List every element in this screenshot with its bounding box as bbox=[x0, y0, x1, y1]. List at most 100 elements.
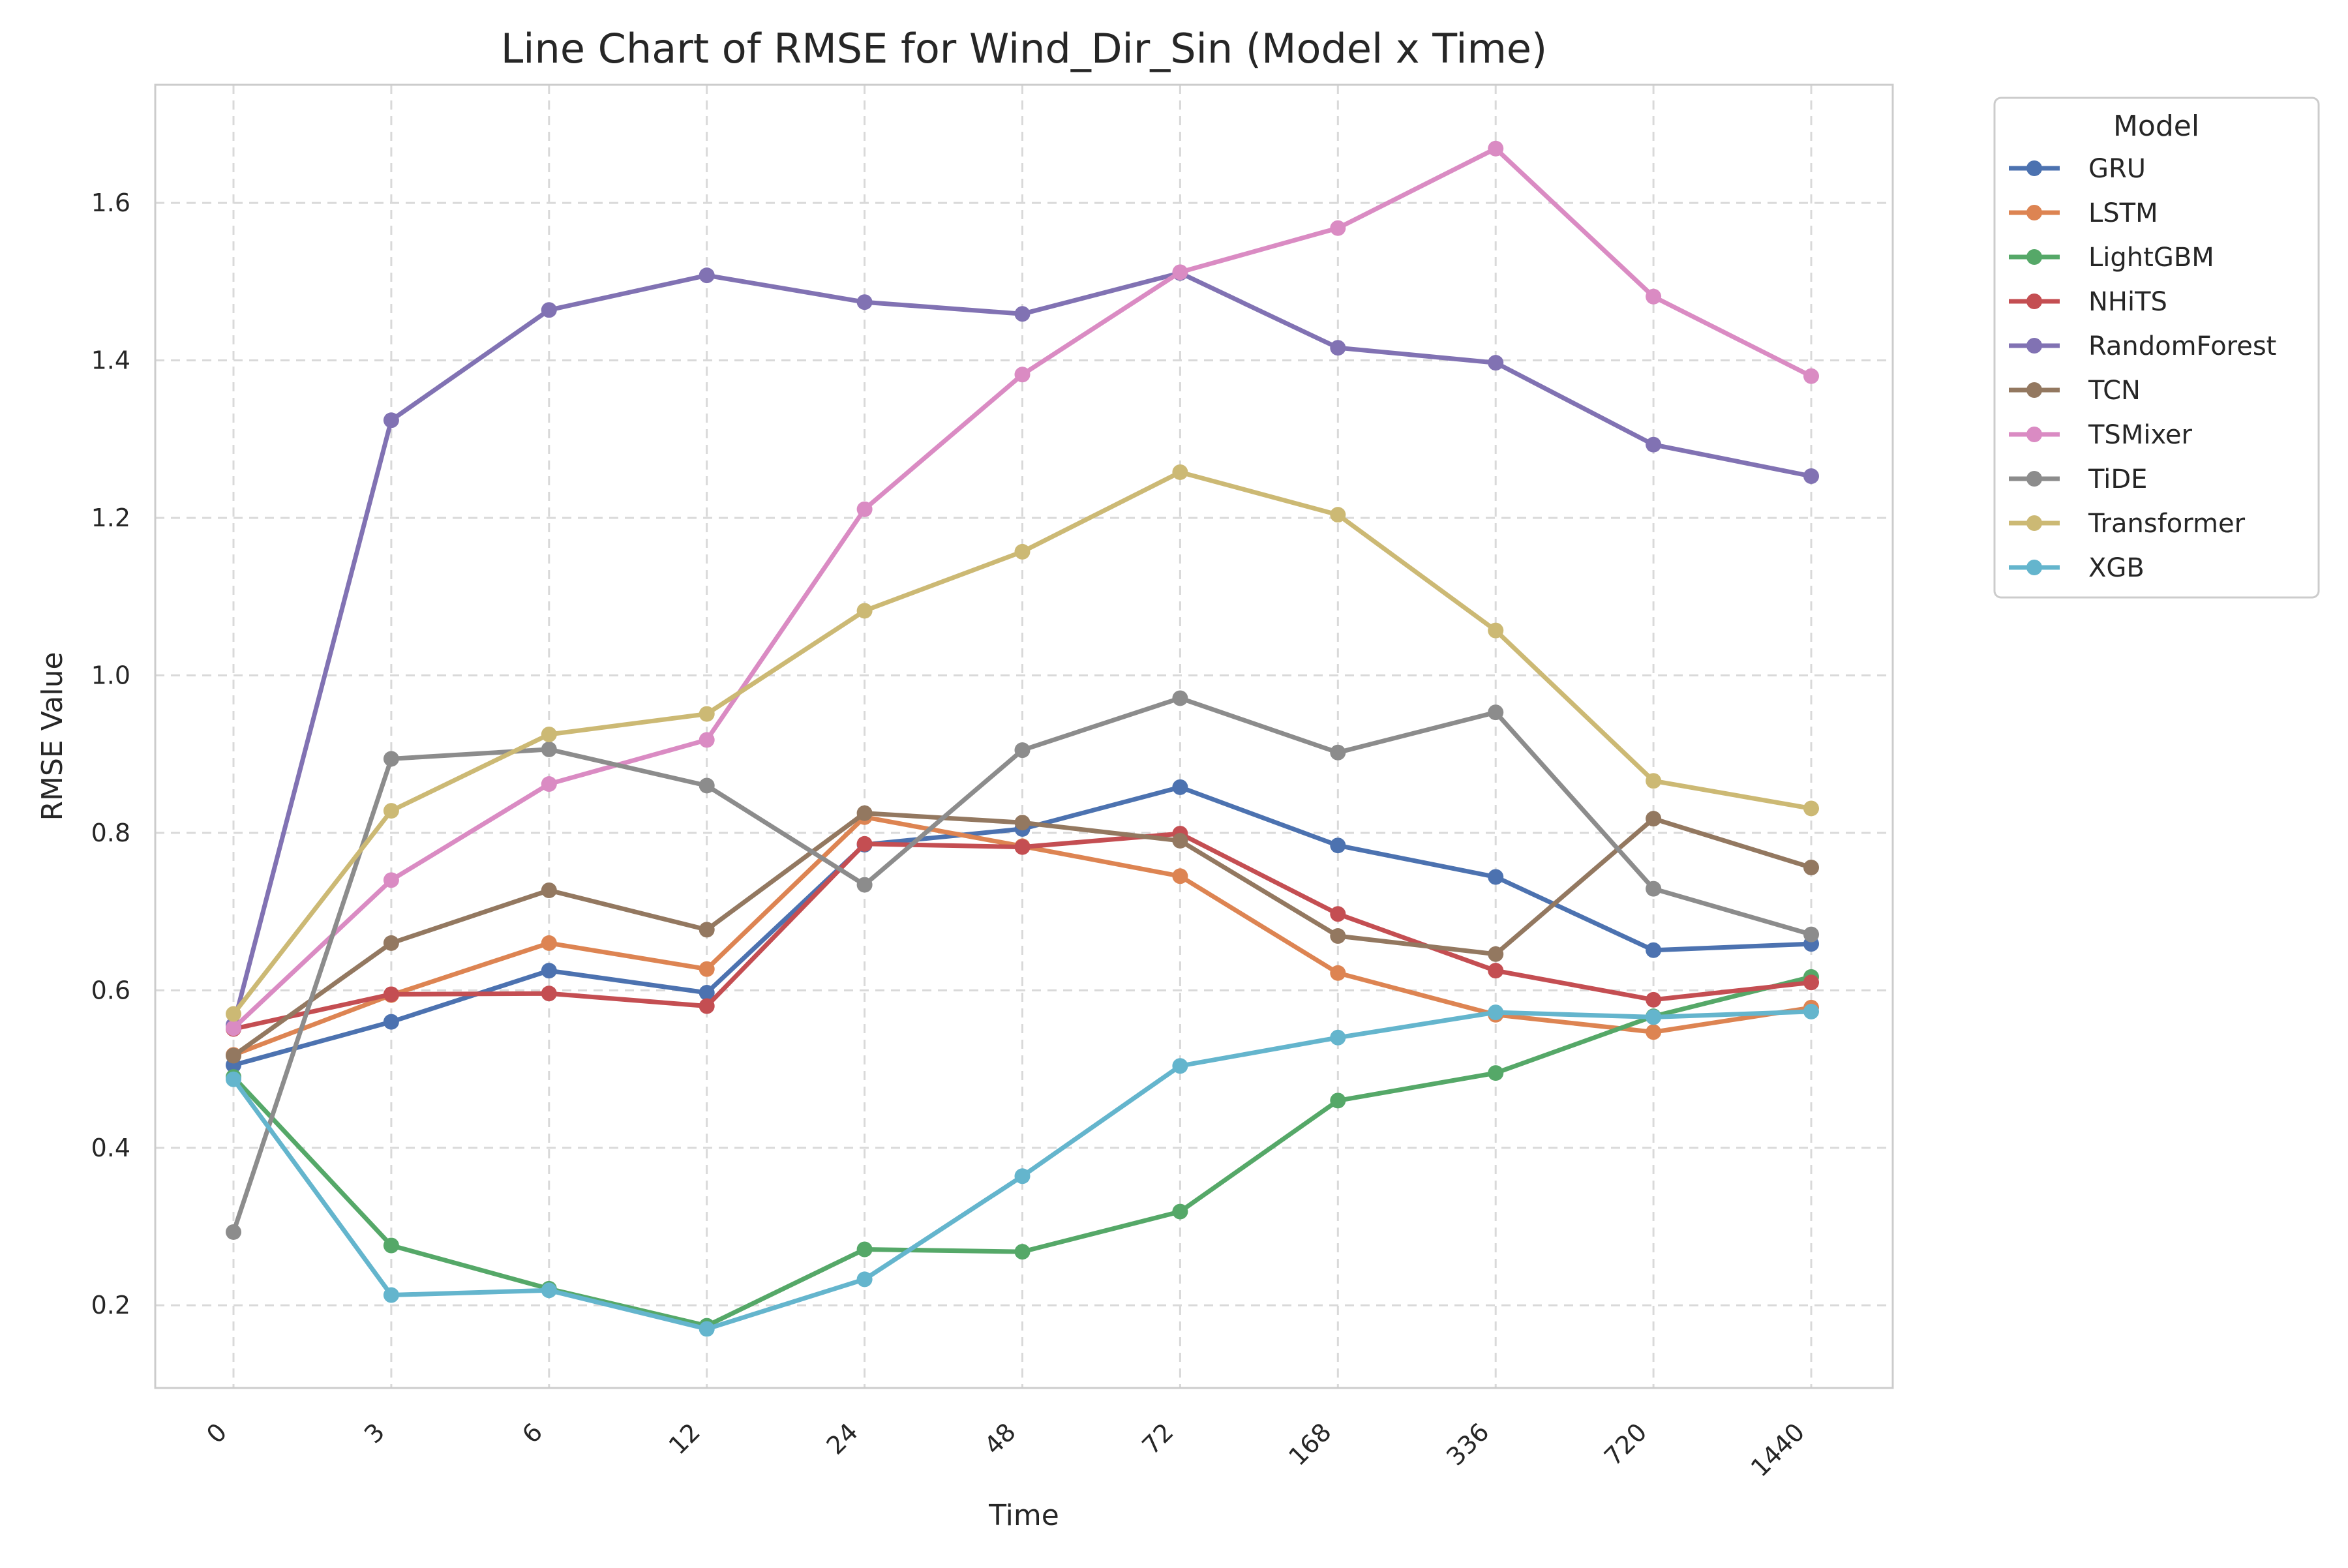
legend-label: GRU bbox=[2088, 154, 2146, 184]
legend-label: RandomForest bbox=[2088, 331, 2276, 361]
data-point bbox=[1172, 868, 1188, 884]
data-point bbox=[541, 776, 557, 792]
data-point bbox=[541, 963, 557, 978]
legend-label: LightGBM bbox=[2088, 243, 2214, 273]
data-point bbox=[1488, 963, 1503, 978]
data-point bbox=[857, 1242, 873, 1258]
data-point bbox=[1015, 306, 1031, 322]
data-point bbox=[1015, 742, 1031, 758]
data-point bbox=[384, 803, 399, 819]
data-point bbox=[1488, 946, 1503, 962]
data-point bbox=[1172, 779, 1188, 795]
y-tick-label: 0.4 bbox=[91, 1134, 130, 1162]
data-point bbox=[1330, 1093, 1346, 1108]
data-point bbox=[699, 998, 715, 1014]
data-point bbox=[1330, 928, 1346, 944]
legend-label: LSTM bbox=[2088, 198, 2158, 228]
data-point bbox=[1330, 1030, 1346, 1046]
y-tick-label: 1.6 bbox=[91, 188, 130, 217]
data-point bbox=[1646, 773, 1661, 789]
data-point bbox=[1646, 1009, 1661, 1025]
data-point bbox=[1172, 833, 1188, 849]
data-point bbox=[699, 706, 715, 722]
data-point bbox=[1803, 974, 1819, 990]
data-point bbox=[699, 267, 715, 283]
data-point bbox=[1015, 815, 1031, 830]
data-point bbox=[384, 1014, 399, 1030]
legend-swatch-marker bbox=[2026, 427, 2042, 442]
legend: Model GRULSTMLightGBMNHiTSRandomForestTC… bbox=[1994, 98, 2319, 597]
data-point bbox=[1488, 1004, 1503, 1020]
y-tick-label: 0.8 bbox=[91, 819, 130, 847]
legend-label: Transformer bbox=[2088, 509, 2246, 539]
data-point bbox=[1330, 220, 1346, 236]
data-point bbox=[857, 836, 873, 852]
legend-swatch-marker bbox=[2026, 382, 2042, 398]
data-point bbox=[384, 1237, 399, 1253]
data-point bbox=[384, 1288, 399, 1303]
data-point bbox=[226, 1072, 241, 1087]
data-point bbox=[226, 1224, 241, 1240]
data-point bbox=[1172, 690, 1188, 706]
data-point bbox=[384, 935, 399, 951]
y-tick-label: 0.6 bbox=[91, 976, 130, 1004]
chart-title: Line Chart of RMSE for Wind_Dir_Sin (Mod… bbox=[501, 25, 1547, 72]
data-point bbox=[1015, 1168, 1031, 1184]
data-point bbox=[384, 751, 399, 766]
data-point bbox=[1488, 141, 1503, 157]
data-point bbox=[541, 986, 557, 1001]
legend-label: NHiTS bbox=[2088, 287, 2167, 317]
data-point bbox=[1646, 881, 1661, 897]
legend-swatch-marker bbox=[2026, 205, 2042, 220]
data-point bbox=[1646, 992, 1661, 1008]
legend-swatch-marker bbox=[2026, 294, 2042, 309]
data-point bbox=[384, 412, 399, 428]
data-point bbox=[1646, 811, 1661, 826]
legend-label: TCN bbox=[2088, 376, 2141, 406]
data-point bbox=[1330, 965, 1346, 981]
data-point bbox=[1015, 367, 1031, 382]
data-point bbox=[1488, 355, 1503, 370]
data-point bbox=[1646, 942, 1661, 958]
data-point bbox=[541, 302, 557, 318]
data-point bbox=[857, 877, 873, 893]
data-point bbox=[1172, 1204, 1188, 1220]
legend-swatch-marker bbox=[2026, 338, 2042, 354]
data-point bbox=[1646, 1024, 1661, 1040]
data-point bbox=[541, 1282, 557, 1298]
data-point bbox=[1803, 1004, 1819, 1019]
data-point bbox=[1803, 800, 1819, 816]
y-axis-label: RMSE Value bbox=[36, 652, 69, 821]
data-point bbox=[699, 732, 715, 747]
data-point bbox=[541, 727, 557, 742]
legend-swatch-marker bbox=[2026, 249, 2042, 265]
y-tick-label: 1.4 bbox=[91, 346, 130, 375]
legend-label: TiDE bbox=[2088, 464, 2147, 494]
data-point bbox=[1330, 745, 1346, 761]
data-point bbox=[1488, 623, 1503, 639]
data-point bbox=[1803, 468, 1819, 484]
data-point bbox=[541, 882, 557, 898]
data-point bbox=[384, 986, 399, 1002]
data-point bbox=[1330, 837, 1346, 853]
data-point bbox=[1488, 869, 1503, 884]
y-tick-label: 1.0 bbox=[91, 661, 130, 689]
data-point bbox=[699, 922, 715, 937]
legend-swatch-marker bbox=[2026, 515, 2042, 531]
legend-swatch-marker bbox=[2026, 560, 2042, 575]
data-point bbox=[1488, 1065, 1503, 1081]
legend-label: TSMixer bbox=[2088, 420, 2193, 450]
data-point bbox=[1330, 507, 1346, 522]
data-point bbox=[1646, 437, 1661, 453]
data-point bbox=[1803, 369, 1819, 384]
data-point bbox=[1803, 927, 1819, 942]
y-tick-label: 1.2 bbox=[91, 504, 130, 532]
y-tick-label: 0.2 bbox=[91, 1291, 130, 1319]
data-point bbox=[699, 777, 715, 793]
data-point bbox=[541, 935, 557, 951]
data-point bbox=[1172, 464, 1188, 480]
legend-swatch-marker bbox=[2026, 471, 2042, 487]
data-point bbox=[1803, 860, 1819, 875]
